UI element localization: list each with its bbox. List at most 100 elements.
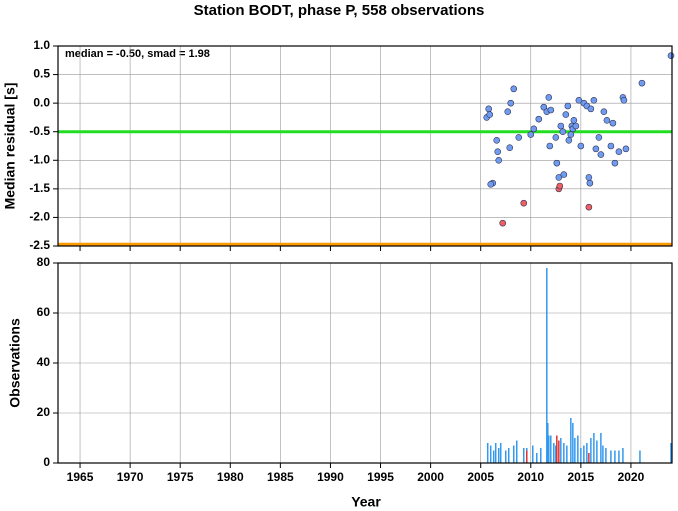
point xyxy=(485,105,493,113)
bar xyxy=(583,445,585,463)
point xyxy=(564,102,572,110)
bar xyxy=(560,438,562,463)
point xyxy=(499,219,507,227)
point xyxy=(587,105,595,113)
point xyxy=(486,111,494,118)
point xyxy=(494,148,502,156)
point xyxy=(586,179,594,187)
bar xyxy=(555,445,557,463)
point xyxy=(609,119,617,127)
bar xyxy=(586,443,588,463)
x-tick-label: 1970 xyxy=(117,470,144,484)
point xyxy=(540,103,548,111)
bar xyxy=(600,433,602,463)
point xyxy=(570,116,578,124)
y-tick-label: 20 xyxy=(37,405,51,419)
point xyxy=(572,122,580,130)
bar xyxy=(515,440,518,463)
point xyxy=(620,96,628,104)
x-tick-label: 2005 xyxy=(467,470,494,484)
point xyxy=(527,131,535,138)
point xyxy=(590,96,598,104)
plot-frame xyxy=(57,45,673,247)
x-tick-label: 1985 xyxy=(267,470,294,484)
bar xyxy=(605,448,607,463)
y-tick-label: -1.5 xyxy=(29,181,50,195)
bar xyxy=(588,453,590,463)
point xyxy=(487,180,495,188)
bar xyxy=(563,443,565,463)
point xyxy=(600,108,608,116)
chart-title: Station BODT, phase P, 558 observations xyxy=(194,2,485,19)
y-tick-label: -1.0 xyxy=(29,152,50,166)
bar xyxy=(512,445,515,463)
point xyxy=(592,145,600,153)
point xyxy=(638,79,646,87)
point xyxy=(556,182,564,190)
point xyxy=(547,106,555,114)
x-tick-label: 1980 xyxy=(217,470,244,484)
x-tick-label: 2020 xyxy=(618,470,645,484)
point xyxy=(622,145,630,153)
bar xyxy=(574,438,576,463)
x-tick-label: 1975 xyxy=(167,470,194,484)
y-tick-label: 0.0 xyxy=(33,95,50,109)
bar xyxy=(570,418,572,463)
bar xyxy=(507,448,510,463)
point xyxy=(555,174,563,181)
y-axis-label: Median residual [s] xyxy=(2,83,18,210)
bar xyxy=(526,450,528,463)
point xyxy=(559,128,567,136)
point xyxy=(560,171,568,178)
bar xyxy=(580,448,582,463)
bar xyxy=(558,440,560,463)
point xyxy=(567,131,575,138)
point xyxy=(493,136,501,144)
x-tick-label: 1965 xyxy=(67,470,94,484)
bar xyxy=(614,450,616,463)
point xyxy=(535,115,543,123)
y-tick-label: -2.0 xyxy=(29,210,50,224)
point xyxy=(611,159,619,167)
bar xyxy=(610,450,612,463)
point xyxy=(585,203,593,211)
point xyxy=(552,134,560,141)
x-tick-label: 1995 xyxy=(367,470,394,484)
bar xyxy=(486,443,489,463)
bar xyxy=(556,435,558,463)
point xyxy=(510,85,518,93)
bar xyxy=(639,450,641,463)
y-tick-label: 80 xyxy=(37,255,51,269)
point xyxy=(565,136,573,144)
bar xyxy=(504,450,507,463)
x-tick-label: 1990 xyxy=(317,470,344,484)
bar xyxy=(492,450,495,463)
point xyxy=(507,99,515,107)
point xyxy=(553,159,561,167)
bar xyxy=(622,448,624,463)
point xyxy=(597,151,605,158)
y-tick-label: 40 xyxy=(37,355,51,369)
bar xyxy=(577,435,579,463)
bar xyxy=(540,448,542,463)
bar xyxy=(489,445,492,463)
bar xyxy=(547,423,549,463)
point xyxy=(530,125,538,133)
bar xyxy=(546,268,548,463)
x-tick-label: 2010 xyxy=(517,470,544,484)
bar xyxy=(499,443,502,463)
bar xyxy=(618,450,620,463)
bar xyxy=(566,445,568,463)
x-axis-label: Year xyxy=(351,494,381,510)
x-tick-label: 2000 xyxy=(417,470,444,484)
bar xyxy=(572,423,574,463)
bar xyxy=(670,443,672,463)
point xyxy=(495,156,503,164)
point xyxy=(667,52,675,60)
bar xyxy=(532,445,534,463)
point xyxy=(557,122,565,130)
bar xyxy=(596,440,598,463)
point xyxy=(520,199,528,207)
y-tick-label: 60 xyxy=(37,305,51,319)
